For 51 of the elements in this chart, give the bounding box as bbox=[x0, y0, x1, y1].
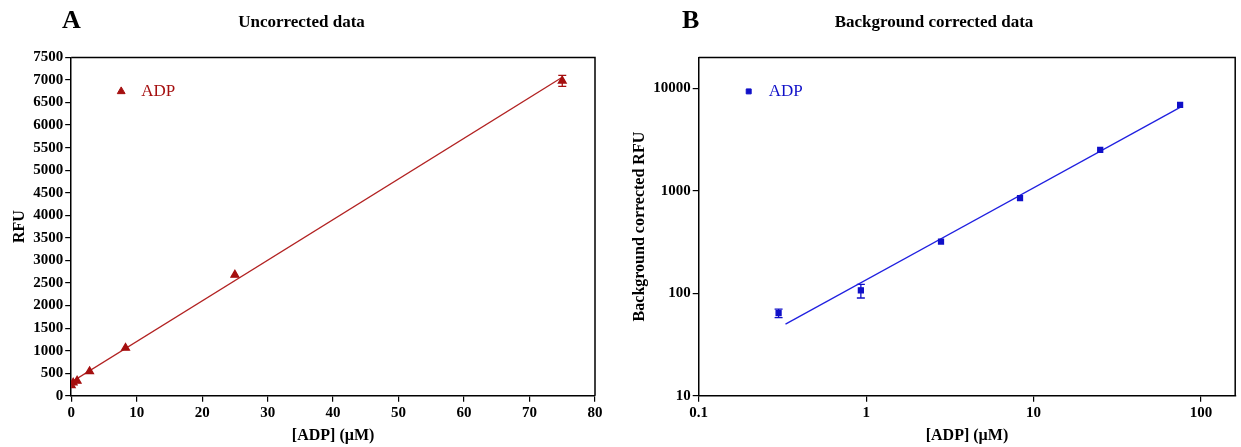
x-tick-label: 80 bbox=[587, 403, 603, 420]
y-tick-label: 10 bbox=[675, 386, 691, 403]
y-tick-label: 0 bbox=[55, 386, 64, 403]
x-tick-label: 50 bbox=[391, 403, 407, 420]
y-tick-label: 1000 bbox=[33, 341, 64, 358]
x-tick-label: 0.1 bbox=[689, 403, 709, 420]
y-tick-label: 2000 bbox=[33, 296, 64, 313]
x-tick-label: 20 bbox=[194, 403, 210, 420]
x-tick-label: 10 bbox=[1026, 403, 1042, 420]
x-axis-title: [ADP] (µM) bbox=[291, 425, 375, 444]
y-tick-label: 1500 bbox=[33, 318, 64, 335]
point bbox=[230, 269, 240, 278]
x-tick-label: 40 bbox=[325, 403, 341, 420]
y-tick-label: 4500 bbox=[33, 183, 64, 200]
text: A bbox=[62, 4, 81, 34]
y-tick-label: 6000 bbox=[33, 115, 64, 132]
x-tick-label: 10 bbox=[129, 403, 145, 420]
point bbox=[1016, 194, 1024, 202]
point bbox=[84, 366, 95, 375]
y-axis-title: Background corrected RFU bbox=[629, 131, 648, 322]
x-tick-label: 30 bbox=[260, 403, 276, 420]
point bbox=[937, 238, 945, 245]
x-tick-label: 100 bbox=[1189, 403, 1213, 420]
point bbox=[857, 287, 864, 294]
y-tick-label: 5000 bbox=[33, 161, 64, 178]
y-tick-label: 500 bbox=[40, 364, 64, 381]
point bbox=[121, 342, 131, 351]
y-tick-label: 5500 bbox=[33, 138, 64, 155]
y-tick-label: 100 bbox=[668, 284, 691, 301]
y-tick-label: 1000 bbox=[660, 181, 691, 198]
text: B bbox=[682, 4, 700, 34]
point bbox=[1176, 101, 1184, 108]
y-tick-label: 3500 bbox=[33, 228, 64, 245]
y-tick-label: 6500 bbox=[33, 93, 64, 110]
y-tick-label: 7500 bbox=[33, 48, 64, 65]
y-tick-label: 3000 bbox=[33, 251, 64, 268]
x-tick-label: 60 bbox=[456, 403, 472, 420]
y-tick-label: 7000 bbox=[33, 70, 64, 87]
y-axis-title: RFU bbox=[9, 209, 27, 244]
y-tick-label: 4000 bbox=[33, 206, 64, 223]
x-tick-label: 0 bbox=[67, 403, 75, 420]
legend-label: ADP bbox=[768, 80, 803, 100]
x-axis-title: [ADP] (µM) bbox=[925, 425, 1009, 444]
y-tick-label: 10000 bbox=[653, 79, 691, 96]
x-tick-label: 70 bbox=[522, 403, 538, 420]
point bbox=[1097, 146, 1104, 154]
chart-title: Uncorrected data bbox=[238, 11, 366, 31]
legend-label: ADP bbox=[141, 80, 176, 100]
x-tick-label: 1 bbox=[862, 403, 870, 420]
y-tick-label: 2500 bbox=[33, 273, 64, 290]
chart-title: Background corrected data bbox=[834, 11, 1034, 31]
